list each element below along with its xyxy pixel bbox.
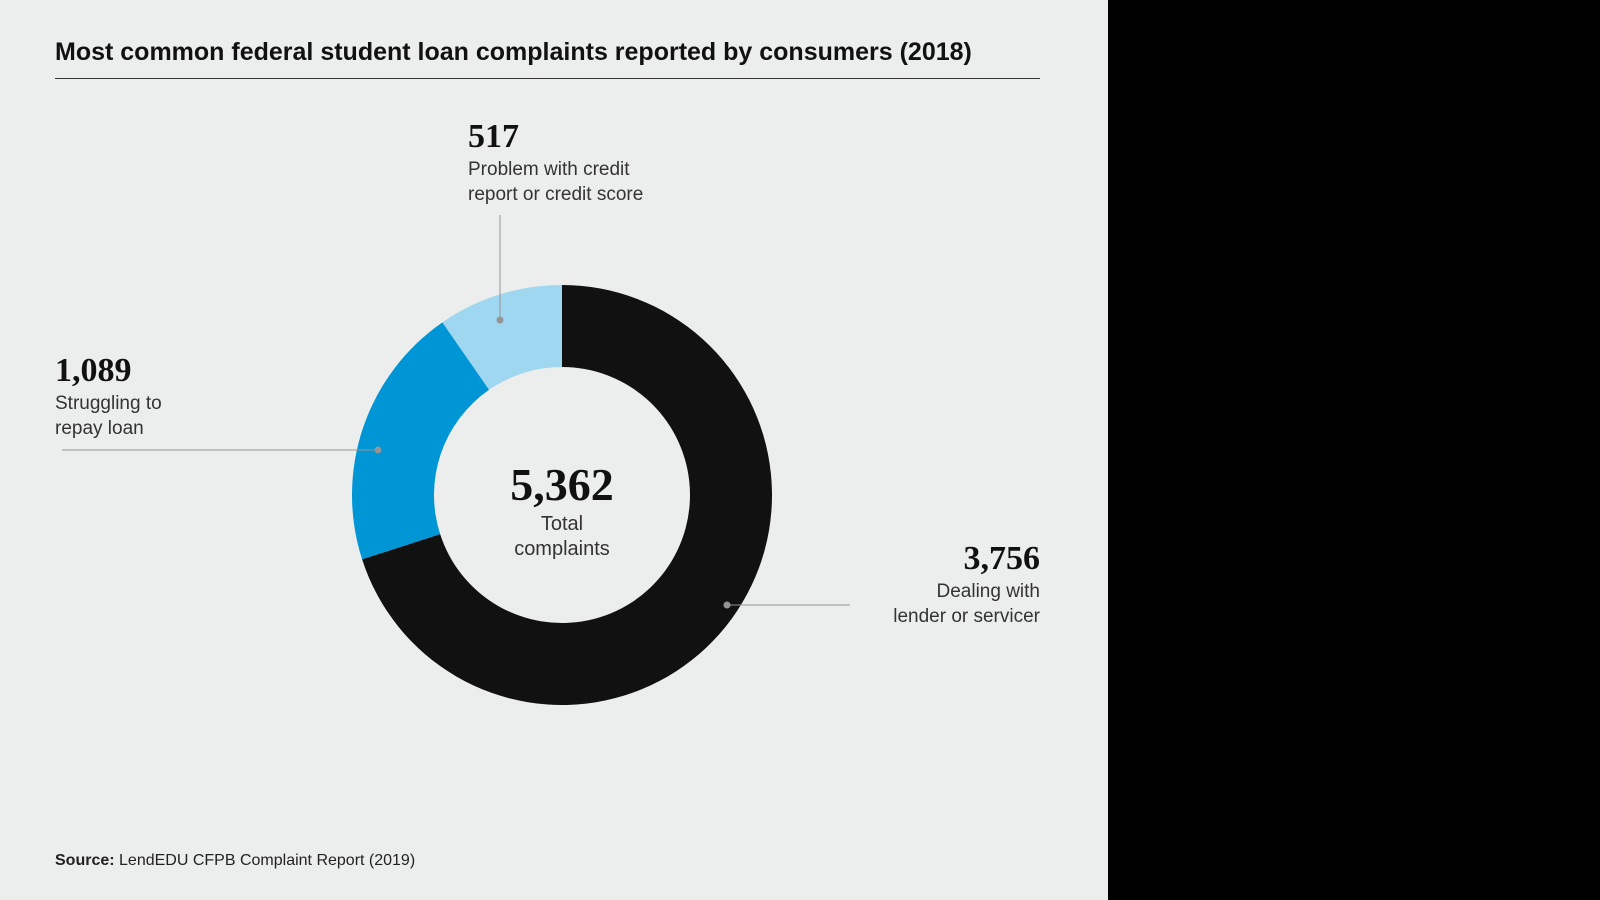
callout-label-dealing: Dealing with lender or servicer [860,580,1040,629]
donut-chart [0,0,1108,900]
center-value: 5,362 [462,458,662,511]
leader-dot-struggling [375,447,382,454]
callout-value-struggling: 1,089 [55,352,132,390]
callout-label-struggling: Struggling to repay loan [55,392,255,441]
leader-dot-dealing [724,602,731,609]
chart-panel: Most common federal student loan complai… [0,0,1108,900]
callout-label-credit: Problem with credit report or credit sco… [468,158,698,207]
callout-value-credit: 517 [468,118,519,156]
leader-dot-credit [497,317,504,324]
center-label: Total complaints [462,512,662,562]
callout-value-dealing: 3,756 [860,540,1040,578]
side-panel [1108,0,1600,900]
